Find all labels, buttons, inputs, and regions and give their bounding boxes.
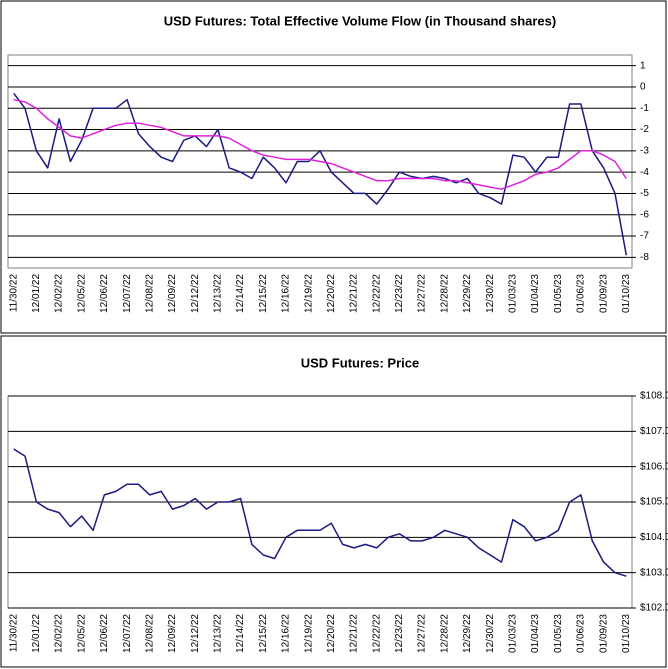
x-tick-label: 12/20/22: [326, 274, 337, 313]
x-tick-label: 01/05/23: [553, 614, 564, 653]
x-tick-label: 12/30/22: [485, 614, 496, 653]
data-line: [13, 448, 627, 577]
x-tick-label: 12/27/22: [417, 614, 428, 653]
x-tick-label: 12/29/22: [462, 274, 473, 313]
x-tick-label: 01/10/23: [621, 274, 632, 313]
x-tick-label: 12/14/22: [235, 274, 246, 313]
x-tick-label: 12/01/22: [31, 614, 42, 653]
y-tick-label: -8: [640, 252, 649, 263]
plot-area: [7, 54, 633, 269]
x-tick-label: 12/19/22: [303, 614, 314, 653]
y-tick-label: -5: [640, 188, 649, 199]
x-tick-label: 12/08/22: [144, 614, 155, 653]
x-tick-label: 12/27/22: [417, 274, 428, 313]
x-tick-label: 12/23/22: [394, 274, 405, 313]
x-tick-label: 01/06/23: [576, 614, 587, 653]
x-tick-label: 01/05/23: [553, 274, 564, 313]
x-tick-label: 12/06/22: [99, 614, 110, 653]
y-tick-label: $104.0: [640, 532, 668, 543]
x-tick-label: 12/13/22: [213, 274, 224, 313]
x-tick-label: 01/06/23: [576, 274, 587, 313]
x-tick-label: 12/28/22: [439, 274, 450, 313]
x-tick-label: 12/12/22: [190, 614, 201, 653]
x-tick-label: 12/22/22: [371, 614, 382, 653]
y-tick-label: $108.0: [640, 391, 668, 402]
x-tick-label: 12/05/22: [76, 614, 87, 653]
y-tick-label: -3: [640, 145, 649, 156]
x-tick-label: 12/02/22: [54, 274, 65, 313]
x-tick-label: 12/09/22: [167, 614, 178, 653]
x-tick-label: 12/22/22: [371, 274, 382, 313]
x-tick-label: 01/09/23: [598, 274, 609, 313]
panel-frame: [0, 0, 667, 334]
x-tick-label: 12/07/22: [122, 614, 133, 653]
x-tick-label: 12/29/22: [462, 614, 473, 653]
y-tick-label: $103.0: [640, 567, 668, 578]
x-tick-label: 12/21/22: [349, 274, 360, 313]
x-tick-label: 12/30/22: [485, 274, 496, 313]
chart-title: USD Futures: Price: [301, 355, 419, 370]
x-tick-label: 12/06/22: [99, 274, 110, 313]
x-tick-label: 01/09/23: [598, 614, 609, 653]
x-tick-label: 12/05/22: [76, 274, 87, 313]
x-tick-label: 12/16/22: [281, 274, 292, 313]
x-tick-label: 12/16/22: [281, 614, 292, 653]
y-tick-label: 1: [640, 60, 646, 71]
data-line: [13, 92, 628, 256]
x-tick-label: 01/10/23: [621, 614, 632, 653]
x-tick-label: 12/21/22: [349, 614, 360, 653]
x-tick-label: 12/23/22: [394, 614, 405, 653]
y-tick-label: -1: [640, 103, 649, 114]
x-tick-label: 01/03/23: [508, 614, 519, 653]
x-tick-label: 12/14/22: [235, 614, 246, 653]
x-tick-label: 01/04/23: [530, 614, 541, 653]
y-tick-label: $105.0: [640, 497, 668, 508]
y-tick-label: -4: [640, 167, 649, 178]
x-tick-label: 12/12/22: [190, 274, 201, 313]
x-tick-label: 11/30/22: [8, 614, 19, 653]
chart-title: USD Futures: Total Effective Volume Flow…: [164, 13, 556, 28]
x-tick-label: 12/28/22: [439, 614, 450, 653]
y-tick-label: -7: [640, 231, 649, 242]
x-tick-label: 12/09/22: [167, 274, 178, 313]
x-tick-label: 12/19/22: [303, 274, 314, 313]
x-tick-label: 12/01/22: [31, 274, 42, 313]
y-tick-label: $106.0: [640, 461, 668, 472]
x-tick-label: 01/04/23: [530, 274, 541, 313]
y-tick-label: $102.0: [640, 603, 668, 614]
data-line: [13, 98, 627, 190]
x-tick-label: 11/30/22: [8, 274, 19, 313]
x-tick-label: 12/15/22: [258, 614, 269, 653]
y-tick-label: -2: [640, 124, 649, 135]
y-tick-label: $107.0: [640, 426, 668, 437]
x-tick-label: 12/08/22: [144, 274, 155, 313]
y-tick-label: -6: [640, 209, 649, 220]
x-tick-label: 12/07/22: [122, 274, 133, 313]
x-tick-label: 12/02/22: [54, 614, 65, 653]
x-tick-label: 12/15/22: [258, 274, 269, 313]
x-tick-label: 01/03/23: [508, 274, 519, 313]
y-tick-label: 0: [640, 82, 646, 93]
x-tick-label: 12/13/22: [213, 614, 224, 653]
x-tick-label: 12/20/22: [326, 614, 337, 653]
